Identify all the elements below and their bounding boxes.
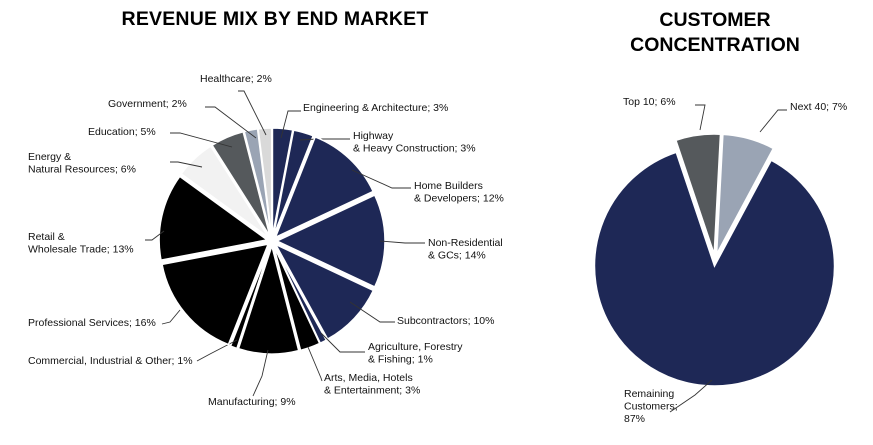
leader-line — [145, 230, 165, 241]
slice-label: Engineering & Architecture; 3% — [303, 102, 448, 114]
leader-line — [170, 161, 203, 168]
leader-line — [759, 109, 787, 133]
slice-label: Subcontractors; 10% — [397, 315, 494, 327]
leader-line — [161, 309, 181, 325]
pie-slice — [715, 133, 775, 255]
slice-label: Remaining Customers; 87% — [624, 388, 678, 425]
customer-concentration-title: CUSTOMER CONCENTRATION — [630, 9, 800, 56]
pie-slice — [158, 175, 269, 262]
pie-slice — [272, 245, 321, 352]
leader-line — [299, 138, 350, 141]
pie-slice — [274, 135, 375, 239]
pie-slice — [593, 151, 836, 387]
slice-label: Home Builders & Developers; 12% — [414, 180, 504, 205]
leader-line — [379, 240, 425, 244]
pie-chart-2: Next 40; 7% Remaining Customers; 87% Top 10;… — [593, 96, 847, 425]
leader-line — [320, 332, 365, 353]
revenue-mix-title: REVENUE MIX BY END MARKET — [121, 8, 429, 30]
slice-label: Education; 5% — [88, 126, 156, 138]
pie-slice — [237, 243, 300, 355]
pie-slice — [180, 145, 270, 238]
leader-line — [351, 169, 411, 189]
slice-label: Government; 2% — [108, 98, 187, 110]
leader-line — [252, 349, 269, 397]
leader-line — [196, 339, 238, 362]
pie-slice — [257, 127, 273, 237]
slice-label: Energy & Natural Resources; 6% — [28, 151, 136, 176]
slice-label: Non-Residential & GCs; 14% — [428, 237, 503, 262]
pie-chart-1: Engineering & Architecture; 3% Highway & H… — [28, 73, 504, 408]
leader-line — [349, 301, 395, 323]
slice-label: Arts, Media, Hotels & Entertainment; 3% — [324, 372, 420, 397]
pie-slice — [273, 242, 375, 341]
leader-line — [205, 106, 257, 139]
pie-slice — [674, 133, 722, 255]
pie-slice — [229, 245, 272, 350]
slice-label: Agriculture, Forestry & Fishing; 1% — [368, 341, 463, 366]
slice-label: Healthcare; 2% — [200, 73, 272, 85]
leader-line — [280, 110, 301, 139]
slice-label: Top 10; 6% — [623, 96, 676, 108]
leader-line — [695, 104, 706, 131]
pie-slice — [161, 243, 270, 346]
slice-label: Manufacturing; 9% — [208, 396, 296, 408]
leader-line — [669, 379, 713, 413]
slice-label: Highway & Heavy Construction; 3% — [353, 130, 476, 155]
slice-label: Commercial, Industrial & Other; 1% — [28, 355, 193, 367]
slice-label: Professional Services; 16% — [28, 317, 156, 329]
pie-slice — [211, 130, 271, 237]
pie-slice — [271, 127, 294, 237]
slice-label: Retail & Wholesale Trade; 13% — [28, 231, 134, 256]
leader-line — [170, 132, 233, 148]
pie-slice — [272, 129, 315, 237]
slice-label: Next 40; 7% — [790, 101, 847, 113]
leader-line — [307, 346, 323, 382]
leader-line — [238, 90, 267, 136]
